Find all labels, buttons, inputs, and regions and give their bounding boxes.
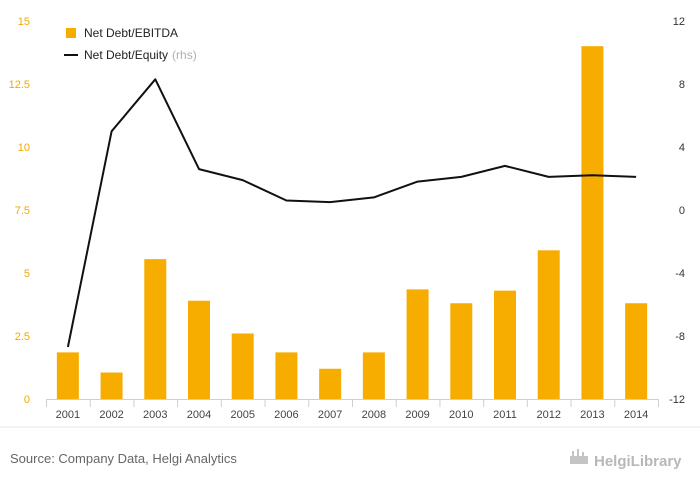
line-layer: [66, 78, 637, 348]
source-note: Source: Company Data, Helgi Analytics: [10, 451, 237, 466]
logo-mark-tick: [577, 449, 579, 456]
logo-text: HelgiLibrary: [594, 453, 682, 470]
logo-mark-tick: [582, 452, 584, 456]
bar-2009: [406, 289, 429, 399]
legend: Net Debt/EBITDA Net Debt/Equity (rhs): [64, 26, 197, 62]
logo-mark-tick: [572, 451, 574, 456]
x-tick-label: 2014: [624, 409, 648, 421]
x-tick-label: 2003: [143, 409, 167, 421]
left-axis-tick-label: 12.5: [9, 79, 30, 91]
bar-2013: [581, 46, 604, 399]
left-axis-tick-label: 2.5: [15, 331, 30, 343]
right-axis-tick-label: -4: [675, 268, 685, 280]
x-tick-label: 2013: [580, 409, 604, 421]
bar-2008: [362, 352, 385, 399]
bar-2010: [450, 303, 473, 399]
x-tick-label: 2012: [536, 409, 560, 421]
left-axis-tick-label: 7.5: [15, 205, 30, 217]
right-axis-tick-label: 4: [679, 142, 685, 154]
bar-2002: [100, 372, 123, 399]
right-axis-tick-label: 0: [679, 205, 685, 217]
x-tick-label: 2002: [99, 409, 123, 421]
x-tick-label: 2009: [405, 409, 429, 421]
x-tick-label: 2001: [56, 409, 80, 421]
right-axis-tick-label: -12: [669, 394, 685, 406]
bar-2007: [319, 368, 342, 399]
left-axis-tick-label: 10: [18, 142, 30, 154]
bar-2006: [275, 352, 298, 399]
left-axis-tick-label: 15: [18, 16, 30, 28]
legend-label-net-debt-equity: Net Debt/Equity (rhs): [84, 48, 197, 62]
axis-layer: 2001 2002 2003 2004 2005 2006 2007 2008 2009 2010…: [9, 16, 685, 421]
x-tick-label: 2005: [230, 409, 254, 421]
x-tick-label: 2006: [274, 409, 298, 421]
bar-2004: [188, 300, 210, 399]
helgi-library-logo: HelgiLibrary: [570, 449, 682, 470]
legend-series-name: Net Debt/Equity: [84, 48, 168, 62]
bar-2012: [537, 250, 560, 399]
x-tick-label: 2007: [318, 409, 342, 421]
x-tick-label: 2010: [449, 409, 473, 421]
left-axis-tick-label: 5: [24, 268, 30, 280]
x-tick-label: 2004: [187, 409, 211, 421]
right-axis-tick-label: 12: [673, 16, 685, 28]
bars-layer: [56, 46, 648, 399]
bar-2005: [231, 333, 254, 399]
bar-2014: [625, 303, 648, 399]
series-line-net-debt-equity: [66, 78, 637, 348]
left-axis-tick-label: 0: [24, 394, 30, 406]
bar-2003: [144, 259, 167, 399]
right-axis-tick-label: -8: [675, 331, 685, 343]
x-tick-label: 2011: [493, 409, 517, 421]
legend-rhs-note: (rhs): [172, 48, 197, 62]
bar-2011: [494, 290, 516, 399]
legend-swatch-net-debt-ebitda: [66, 28, 76, 38]
bar-2001: [56, 352, 79, 399]
x-tick-label: 2008: [362, 409, 386, 421]
right-axis-tick-label: 8: [679, 79, 685, 91]
logo-mark: [570, 456, 588, 464]
legend-label-net-debt-ebitda: Net Debt/EBITDA: [84, 26, 178, 40]
